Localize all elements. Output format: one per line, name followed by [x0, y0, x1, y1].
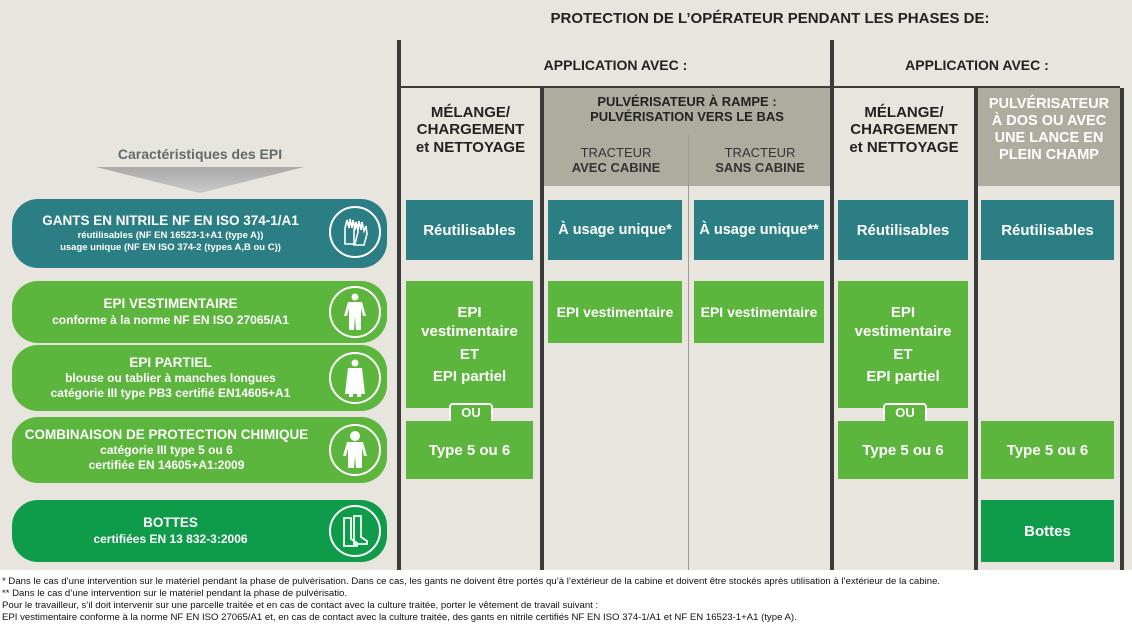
cell-type56-1: Type 5 ou 6 — [406, 421, 533, 479]
cell-reutilisables-3: Réutilisables — [981, 200, 1114, 260]
cell-epi-block-2: EPI vestimentaire ET EPI partiel — [838, 281, 968, 408]
hazmat-suit-icon — [329, 424, 381, 476]
coverall-icon — [329, 286, 381, 338]
cell-epi-vestimentaire-sans-cabine: EPI vestimentaire — [694, 281, 824, 343]
application-header-1: APPLICATION AVEC : — [401, 57, 830, 73]
cell-bottes: Bottes — [981, 500, 1114, 562]
separator — [1120, 88, 1124, 570]
mix-header-1: MÉLANGE/CHARGEMENT et NETTOYAGE — [401, 104, 540, 156]
cell-reutilisables-2: Réutilisables — [838, 200, 968, 260]
top-title: PROTECTION DE L’OPÉRATEUR PENDANT LES PH… — [430, 10, 1110, 27]
cell-reutilisables-1: Réutilisables — [406, 200, 533, 260]
caracteristiques-label: Caractéristiques des EPI — [80, 146, 320, 162]
rampe-header: PULVÉRISATEUR À RAMPE : PULVÉRISATION VER… — [544, 95, 830, 125]
header-rule — [400, 86, 1120, 88]
tracteur-cabine-header: TRACTEUR AVEC CABINE — [544, 146, 688, 176]
cell-type56-3: Type 5 ou 6 — [981, 421, 1114, 479]
cell-epi-vestimentaire-cabine: EPI vestimentaire — [548, 281, 682, 343]
cell-type56-2: Type 5 ou 6 — [838, 421, 968, 479]
footnote-3: Pour le travailleur, s’il doit interveni… — [2, 600, 598, 612]
apron-icon — [329, 352, 381, 404]
down-arrow-icon — [96, 167, 304, 193]
mix-header-2: MÉLANGE/CHARGEMENT et NETTOYAGE — [834, 104, 974, 156]
gloves-icon — [329, 206, 381, 258]
cell-usage-unique-cabine: À usage unique* — [548, 200, 682, 260]
tracteur-sans-header: TRACTEUR SANS CABINE — [690, 146, 830, 176]
footnote-4: EPI vestimentaire conforme à la norme NF… — [2, 612, 797, 624]
footnote-2: ** Dans le cas d’une intervention sur le… — [2, 588, 347, 600]
boots-icon — [329, 505, 381, 557]
dos-header: PULVÉRISATEUR À DOS OU AVEC UNE LANCE EN PL… — [978, 96, 1120, 164]
footnote-1: * Dans le cas d’une intervention sur le … — [2, 576, 940, 588]
separator-thin — [688, 135, 689, 570]
cell-epi-block-1: EPI vestimentaire ET EPI partiel — [406, 281, 533, 408]
cell-usage-unique-sans-cabine: À usage unique** — [694, 200, 824, 260]
application-header-2: APPLICATION AVEC : — [834, 57, 1120, 73]
